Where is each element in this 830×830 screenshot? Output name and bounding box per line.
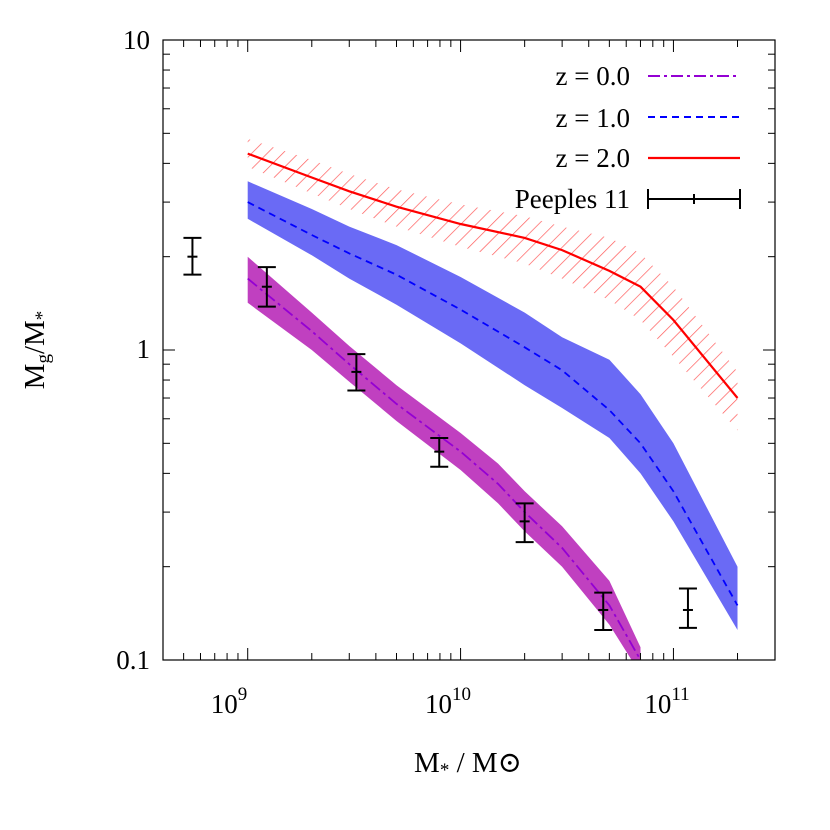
legend-label-z1: z = 1.0 xyxy=(556,103,630,133)
x-tick-label-1e9: 109 xyxy=(211,684,248,719)
line-z20 xyxy=(247,152,739,399)
x-tick-label-1e10: 1010 xyxy=(425,684,471,719)
band-z20 xyxy=(247,138,738,431)
y-tick-label-1: 1 xyxy=(137,334,151,364)
x-axis-label: M* / M⊙ xyxy=(414,747,522,781)
confidence-bands xyxy=(247,138,738,660)
line-z00 xyxy=(247,277,642,660)
band-z10 xyxy=(247,181,738,631)
peeples-point-0 xyxy=(183,236,202,276)
line-z10 xyxy=(247,201,739,606)
legend-label-z2: z = 2.0 xyxy=(556,143,630,173)
peeples-point-2 xyxy=(347,353,366,392)
peeples-point-4 xyxy=(515,502,534,544)
legend: z = 0.0 z = 1.0 z = 2.0 Peeples 11 xyxy=(515,61,741,214)
legend-label-peeples: Peeples 11 xyxy=(515,184,630,214)
peeples-error-bars xyxy=(183,236,697,631)
legend-swatch-peeples xyxy=(647,189,741,209)
peeples-point-5 xyxy=(594,591,613,631)
x-tick-label-1e11: 1011 xyxy=(644,684,689,719)
series-lines xyxy=(247,152,739,660)
y-axis-label: Mg/M* xyxy=(19,311,54,390)
peeples-point-6 xyxy=(678,587,697,629)
y-tick-label-10: 10 xyxy=(123,25,150,55)
y-tick-label-0.1: 0.1 xyxy=(116,645,150,675)
peeples-point-3 xyxy=(430,437,449,468)
legend-label-z0: z = 0.0 xyxy=(556,61,630,91)
axis-ticks xyxy=(162,39,776,661)
peeples-point-1 xyxy=(257,266,276,308)
band-z00 xyxy=(247,256,641,660)
